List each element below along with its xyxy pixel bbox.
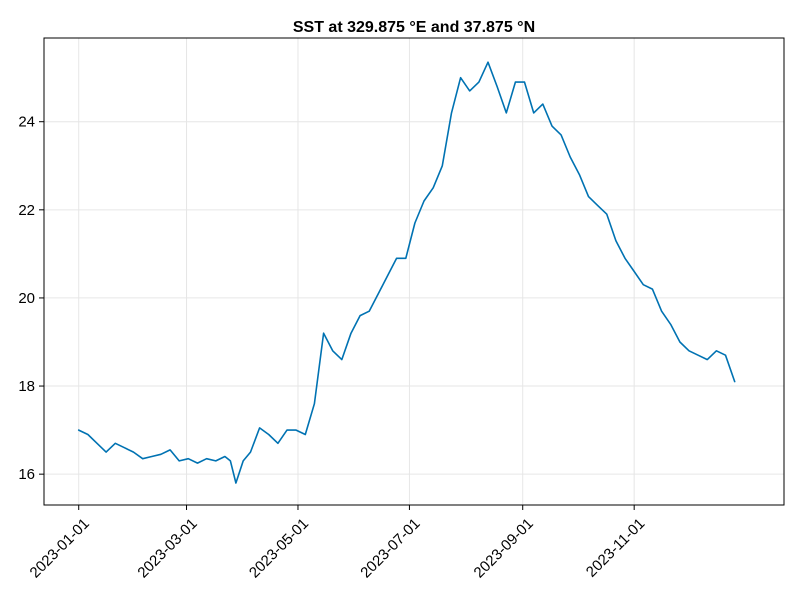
chart-title: SST at 329.875 °E and 37.875 °N (293, 19, 535, 36)
plot-frame (43, 37, 785, 506)
y-tick-label: 18 (18, 378, 35, 395)
series-line (77, 61, 736, 484)
plot-area (77, 61, 736, 484)
y-axis: 16 18 20 22 24 (18, 114, 44, 483)
y-tick-label: 22 (18, 202, 35, 219)
y-tick-label: 24 (18, 114, 35, 131)
y-tick-label: 16 (18, 466, 35, 483)
y-tick-label: 20 (18, 290, 35, 307)
